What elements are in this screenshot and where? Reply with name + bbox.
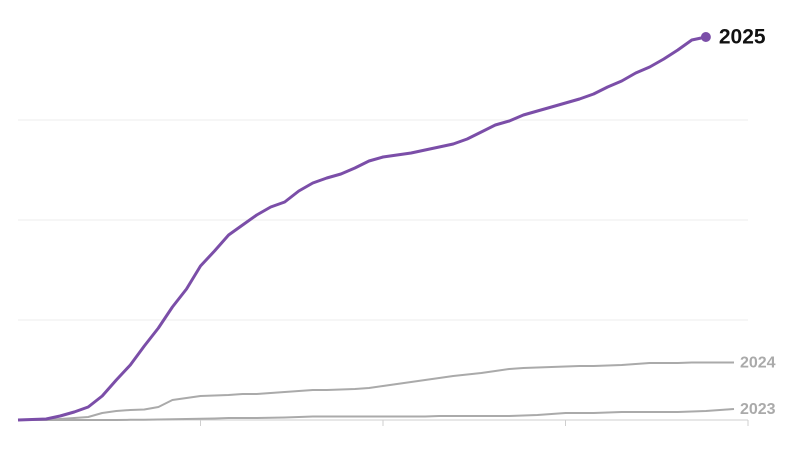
series-line bbox=[17, 35, 707, 422]
series-line bbox=[18, 408, 735, 421]
series-line bbox=[18, 361, 734, 421]
end-marker bbox=[700, 32, 711, 42]
series-label: 2024 bbox=[740, 355, 776, 372]
series-label: 2025 bbox=[719, 26, 766, 49]
series-label: 2023 bbox=[740, 401, 776, 418]
